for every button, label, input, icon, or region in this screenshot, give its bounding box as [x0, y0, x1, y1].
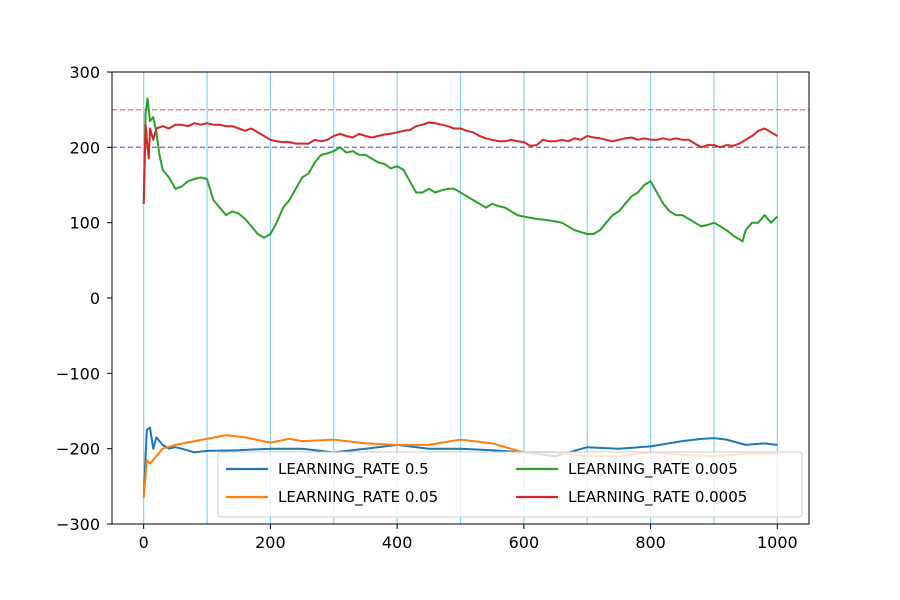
legend-label: LEARNING_RATE 0.5: [278, 460, 429, 479]
legend-label: LEARNING_RATE 0.005: [568, 460, 738, 479]
x-tick-label: 400: [382, 533, 413, 552]
y-tick-label: −300: [56, 515, 100, 534]
y-tick-label: 0: [90, 289, 100, 308]
x-axis: 0 200 400 600 800 1000: [139, 524, 798, 552]
y-axis: −300 −200 −100 0 100 200 300: [56, 63, 112, 534]
series-line: [142, 121, 778, 204]
x-tick-label: 0: [139, 533, 149, 552]
y-tick-label: 100: [69, 214, 100, 233]
x-tick-label: 1000: [757, 533, 798, 552]
horizontal-markers: [112, 109, 809, 148]
legend-label: LEARNING_RATE 0.05: [278, 488, 438, 507]
legend-label: LEARNING_RATE 0.0005: [568, 488, 747, 507]
x-tick-label: 600: [509, 533, 540, 552]
y-tick-label: 300: [69, 63, 100, 82]
x-tick-label: 200: [255, 533, 286, 552]
x-tick-label: 800: [635, 533, 666, 552]
y-tick-label: 200: [69, 138, 100, 157]
legend: LEARNING_RATE 0.5 LEARNING_RATE 0.05 LEARN…: [217, 451, 803, 518]
y-tick-label: −200: [56, 440, 100, 459]
y-tick-label: −100: [56, 364, 100, 383]
series-line: [142, 97, 778, 243]
series-line: [142, 426, 778, 498]
legend-box: [217, 451, 803, 518]
